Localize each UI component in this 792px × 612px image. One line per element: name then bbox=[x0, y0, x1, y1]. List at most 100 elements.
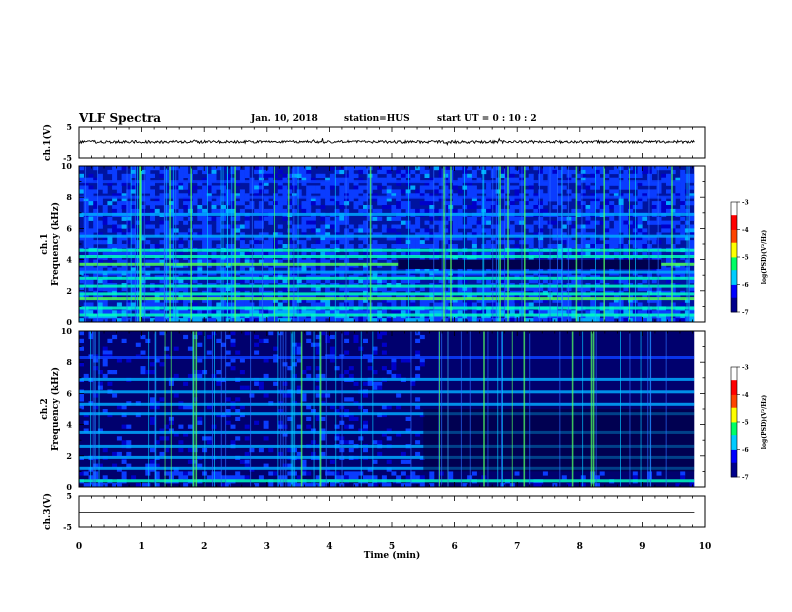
spectrogram-cell bbox=[140, 370, 146, 375]
spectrogram-cell bbox=[476, 208, 482, 214]
spectrogram-cell bbox=[680, 216, 686, 221]
spectrogram-cell bbox=[83, 208, 89, 214]
spectrogram-cell bbox=[320, 393, 326, 398]
spectrogram-cell bbox=[642, 310, 648, 315]
spectrogram-cell bbox=[613, 294, 619, 299]
spectrogram-cell bbox=[618, 220, 624, 225]
spectrogram-cell bbox=[400, 298, 406, 303]
spectrogram-cell bbox=[391, 471, 397, 476]
spectrogram-cell bbox=[580, 236, 586, 241]
spectrogram-cell bbox=[438, 181, 444, 186]
spectrogram-cell bbox=[263, 436, 269, 441]
spectrogram-band bbox=[79, 377, 695, 381]
spectrogram-cell bbox=[590, 298, 596, 303]
spectrogram-cell bbox=[618, 244, 624, 249]
spectrogram-cell bbox=[268, 331, 274, 336]
spectrogram-cell bbox=[344, 370, 350, 375]
spectrogram-cell bbox=[353, 334, 359, 340]
spectrogram-cell bbox=[239, 169, 245, 175]
spectrogram-cell bbox=[599, 286, 605, 292]
spectrogram-cell bbox=[656, 166, 662, 171]
spectrogram-cell bbox=[689, 244, 695, 249]
spectrogram-cell bbox=[263, 302, 269, 307]
y-tick-label: -5 bbox=[63, 153, 72, 163]
spectrogram-cell bbox=[585, 240, 591, 245]
spectrogram-cell bbox=[206, 334, 212, 340]
spectrogram-cell bbox=[557, 298, 563, 303]
sferic-line bbox=[262, 166, 263, 322]
spectrogram-cell bbox=[258, 381, 264, 386]
spectrogram-cell bbox=[391, 208, 397, 214]
spectrogram-cell bbox=[651, 236, 657, 241]
spectrogram-cell bbox=[585, 286, 591, 292]
spectrogram-cell bbox=[623, 286, 629, 292]
spectrogram-cell bbox=[486, 251, 492, 256]
spectrogram-cell bbox=[230, 318, 236, 323]
spectrogram-cell bbox=[353, 166, 359, 171]
sferic-line bbox=[137, 166, 138, 322]
sferic-line bbox=[559, 331, 561, 487]
spectrogram-cell bbox=[363, 286, 368, 292]
spectrogram-cell bbox=[410, 228, 416, 233]
spectrogram-cell bbox=[183, 381, 189, 386]
spectrogram-cell bbox=[197, 294, 203, 299]
spectrogram-cell bbox=[642, 228, 648, 233]
spectrogram-cell bbox=[131, 302, 137, 307]
spectrogram-cell bbox=[599, 318, 605, 323]
spectrogram-cell bbox=[348, 424, 354, 429]
spectrogram-cell bbox=[400, 318, 406, 323]
spectrogram-cell bbox=[126, 240, 132, 245]
spectrogram-cell bbox=[239, 267, 245, 272]
spectrogram-cell bbox=[533, 483, 539, 488]
spectrogram-cell bbox=[509, 310, 515, 315]
spectrogram-cell bbox=[391, 251, 397, 256]
spectrogram-cell bbox=[145, 259, 151, 264]
spectrogram-cell bbox=[83, 236, 89, 241]
spectrogram-cell bbox=[88, 189, 94, 194]
spectrogram-cell bbox=[405, 416, 411, 421]
colorbar-cell bbox=[731, 407, 737, 410]
spectrogram-cell bbox=[486, 244, 492, 249]
spectrogram-cell bbox=[310, 440, 316, 445]
colorbar-cell bbox=[731, 442, 737, 445]
spectrogram-cell bbox=[538, 232, 544, 237]
spectrogram-cell bbox=[381, 310, 387, 315]
spectrogram-cell bbox=[571, 228, 577, 233]
spectrogram-cell bbox=[306, 216, 312, 221]
spectrogram-cell bbox=[528, 224, 534, 229]
spectrogram-cell bbox=[131, 205, 137, 210]
spectrogram-cell bbox=[415, 224, 421, 229]
spectrogram-cell bbox=[424, 185, 430, 190]
spectrogram-cell bbox=[557, 185, 563, 190]
spectrogram-cell bbox=[178, 240, 184, 245]
spectrogram-cell bbox=[590, 208, 596, 214]
spectrogram-cell bbox=[637, 318, 643, 323]
spectrogram-cell bbox=[595, 181, 600, 186]
sferic-line bbox=[282, 331, 284, 487]
spectrogram-cell bbox=[580, 177, 586, 182]
spectrogram-cell bbox=[296, 424, 302, 429]
spectrogram-cell bbox=[642, 216, 648, 221]
spectrogram-cell bbox=[202, 240, 208, 245]
spectrogram-cell bbox=[415, 251, 421, 256]
spectrogram-cell bbox=[509, 224, 515, 229]
spectrogram-cell bbox=[329, 177, 335, 182]
spectrogram-cell bbox=[514, 197, 520, 202]
spectrogram-cell bbox=[339, 294, 345, 299]
spectrogram-cell bbox=[372, 350, 378, 355]
colorbar-cell bbox=[731, 295, 737, 298]
spectrogram-cell bbox=[126, 251, 132, 256]
spectrogram-cell bbox=[353, 205, 359, 210]
spectrogram-cell bbox=[528, 251, 534, 256]
spectrogram-cell bbox=[287, 173, 293, 178]
spectrogram-cell bbox=[410, 224, 416, 229]
colorbar-cell bbox=[731, 293, 737, 296]
spectrogram-cell bbox=[121, 471, 127, 476]
spectrogram-cell bbox=[83, 216, 89, 221]
spectrogram-cell bbox=[509, 240, 515, 245]
spectrogram-cell bbox=[183, 205, 189, 210]
spectrogram-cell bbox=[585, 224, 591, 229]
spectrogram-cell bbox=[552, 185, 558, 190]
sferic-line bbox=[498, 166, 499, 322]
spectrogram-cell bbox=[372, 440, 378, 445]
